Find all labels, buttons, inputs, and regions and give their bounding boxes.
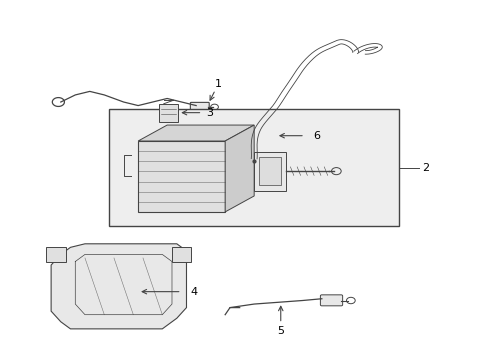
- Text: 2: 2: [421, 163, 428, 172]
- FancyBboxPatch shape: [320, 295, 342, 306]
- Bar: [46, 247, 65, 261]
- Bar: [254, 152, 285, 191]
- Bar: [259, 157, 280, 185]
- Polygon shape: [224, 125, 254, 212]
- Text: 6: 6: [313, 131, 320, 141]
- Polygon shape: [51, 244, 186, 329]
- Text: 4: 4: [190, 287, 197, 297]
- Text: 1: 1: [214, 79, 221, 89]
- Text: 5: 5: [277, 326, 284, 336]
- Bar: [159, 104, 178, 122]
- Polygon shape: [138, 125, 254, 141]
- Bar: [138, 141, 224, 212]
- FancyBboxPatch shape: [190, 102, 209, 112]
- Bar: [172, 247, 191, 261]
- Bar: [109, 109, 398, 226]
- Text: 3: 3: [206, 108, 213, 118]
